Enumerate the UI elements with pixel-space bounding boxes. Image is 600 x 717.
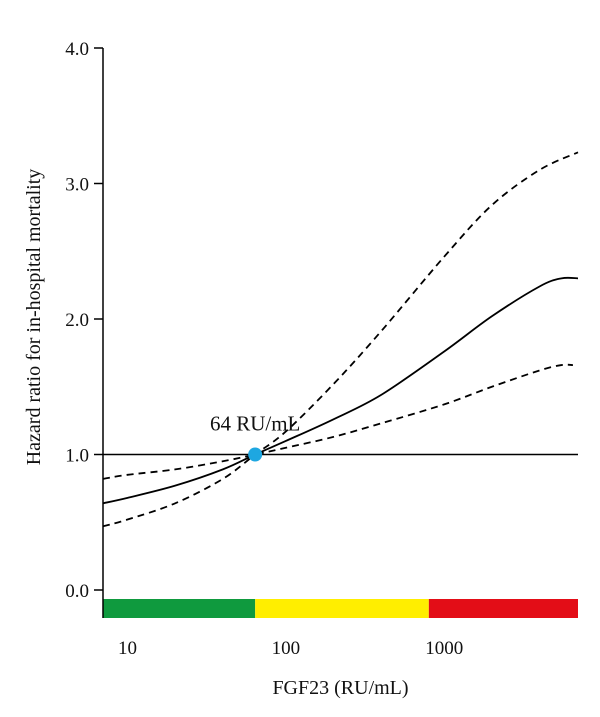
x-ticks: 10 100 1000 — [118, 638, 463, 659]
highlight-point[interactable] — [248, 447, 263, 462]
highlight-label: 64 RU/mL — [210, 412, 300, 436]
y-tick-label: 3.0 — [65, 175, 89, 196]
x-tick-label: 10 — [118, 638, 137, 659]
series-lines — [102, 151, 579, 528]
confidence-bound-line-2 — [102, 363, 573, 480]
x-tick-label: 1000 — [425, 638, 463, 659]
color-band-0 — [103, 599, 256, 618]
x-tick-label: 100 — [272, 638, 301, 659]
y-tick-label: 1.0 — [65, 446, 89, 467]
color-band-1 — [255, 599, 429, 618]
confidence-bound-line-1 — [102, 151, 579, 528]
x-axis-title: FGF23 (RU/mL) — [272, 677, 408, 699]
color-band-2 — [428, 599, 578, 618]
axes — [102, 48, 578, 618]
highlight: 64 RU/mL — [210, 412, 300, 462]
y-ticks: 0.0 1.0 2.0 3.0 4.0 — [65, 39, 103, 602]
y-tick-label: 4.0 — [65, 39, 89, 60]
y-tick-label: 0.0 — [65, 581, 89, 602]
y-axis-title: Hazard ratio for in-hospital mortality — [23, 169, 45, 466]
y-tick-label: 2.0 — [65, 310, 89, 331]
color-bands — [103, 599, 578, 618]
hazard-ratio-line — [102, 276, 579, 505]
